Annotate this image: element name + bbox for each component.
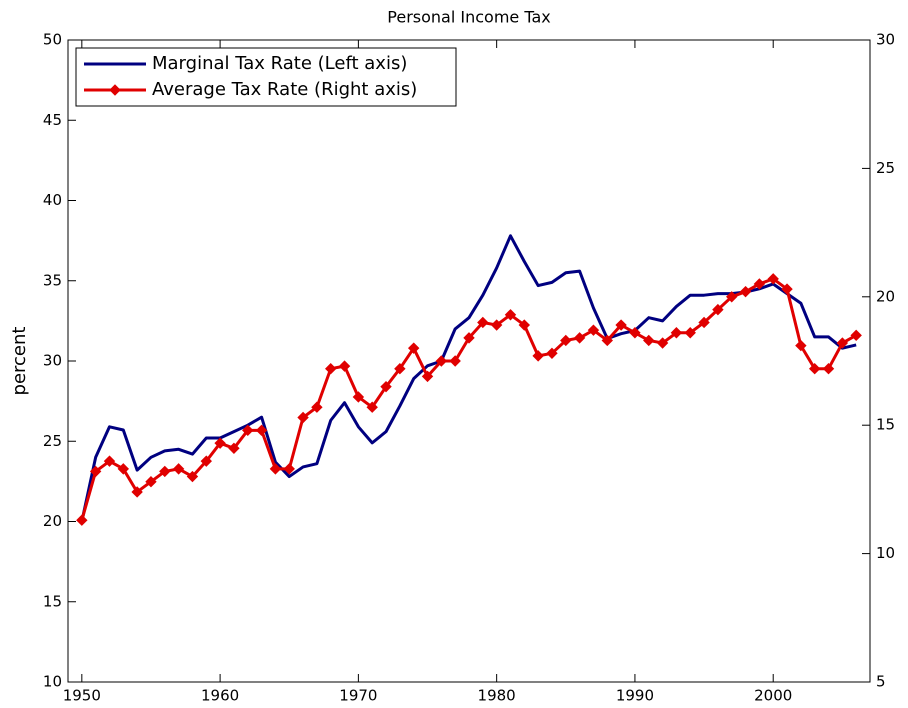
x-tick-label: 2000 [754, 687, 792, 705]
chart-title: Personal Income Tax [387, 8, 550, 27]
y-tick-label: 30 [43, 352, 62, 370]
legend-marker [109, 84, 121, 96]
marker [573, 332, 586, 344]
marker [172, 463, 185, 475]
marker [477, 316, 489, 329]
y2-tick-label: 25 [876, 159, 895, 177]
y2-tick-label: 15 [876, 416, 895, 434]
marker [311, 401, 323, 413]
marker [643, 334, 655, 347]
marker [463, 332, 475, 344]
y-tick-label: 50 [43, 31, 62, 49]
marker [407, 342, 420, 354]
marker [504, 309, 517, 321]
marker [781, 283, 793, 295]
marker [560, 334, 572, 347]
x-tick-label: 1980 [478, 687, 516, 705]
marker [242, 424, 254, 437]
marker [214, 437, 226, 449]
legend-label: Marginal Tax Rate (Left axis) [152, 53, 407, 74]
y-tick-label: 20 [43, 512, 62, 530]
y-tick-label: 25 [43, 432, 62, 450]
marker [712, 303, 724, 316]
marker [739, 285, 752, 298]
y2-tick-label: 5 [876, 673, 886, 691]
marker [532, 350, 544, 362]
marker [449, 355, 461, 367]
marker [186, 470, 199, 483]
marker [297, 411, 309, 424]
marker [145, 475, 157, 488]
marker [587, 324, 600, 336]
marker [435, 355, 448, 367]
marker [117, 463, 130, 475]
marker [656, 337, 669, 349]
marker [269, 463, 282, 475]
marker [394, 362, 406, 375]
marker [103, 455, 116, 467]
y-tick-label: 40 [43, 191, 62, 209]
x-tick-label: 1990 [616, 687, 654, 705]
marker [836, 337, 849, 349]
marker [670, 327, 683, 339]
y-tick-label: 15 [43, 592, 62, 610]
marker [795, 339, 807, 352]
marker [822, 362, 835, 375]
y-axis-label: percent [9, 327, 30, 396]
marker [684, 327, 696, 339]
x-tick-label: 1950 [63, 687, 101, 705]
marker [76, 514, 88, 526]
marker [546, 347, 558, 360]
marker [366, 401, 378, 413]
y2-tick-label: 10 [876, 544, 895, 562]
y2-tick-label: 20 [876, 287, 895, 305]
marker [421, 370, 434, 383]
series-line [80, 234, 857, 522]
marker [380, 380, 392, 393]
marker [490, 319, 503, 331]
y-tick-label: 10 [43, 673, 62, 691]
y-tick-label: 35 [43, 271, 62, 289]
marker [726, 291, 738, 303]
legend-box [75, 47, 457, 107]
marker [352, 391, 365, 403]
marker [601, 334, 613, 347]
marker [283, 463, 295, 475]
x-tick-label: 1970 [339, 687, 377, 705]
marker [200, 455, 212, 467]
marker [159, 465, 171, 478]
y2-tick-label: 30 [876, 31, 895, 49]
marker [131, 486, 143, 498]
marker [338, 360, 351, 372]
y-tick-label: 45 [43, 111, 62, 129]
marker [753, 278, 766, 290]
marker [698, 316, 710, 329]
marker [228, 442, 240, 455]
marker [850, 329, 862, 342]
legend-label: Average Tax Rate (Right axis) [152, 79, 417, 100]
marker [615, 319, 627, 331]
marker [629, 327, 641, 339]
x-tick-label: 1960 [201, 687, 239, 705]
marker [325, 362, 337, 375]
marker [518, 319, 531, 331]
marker [255, 424, 268, 437]
marker [89, 465, 102, 478]
marker [767, 273, 779, 285]
marker [808, 362, 821, 375]
